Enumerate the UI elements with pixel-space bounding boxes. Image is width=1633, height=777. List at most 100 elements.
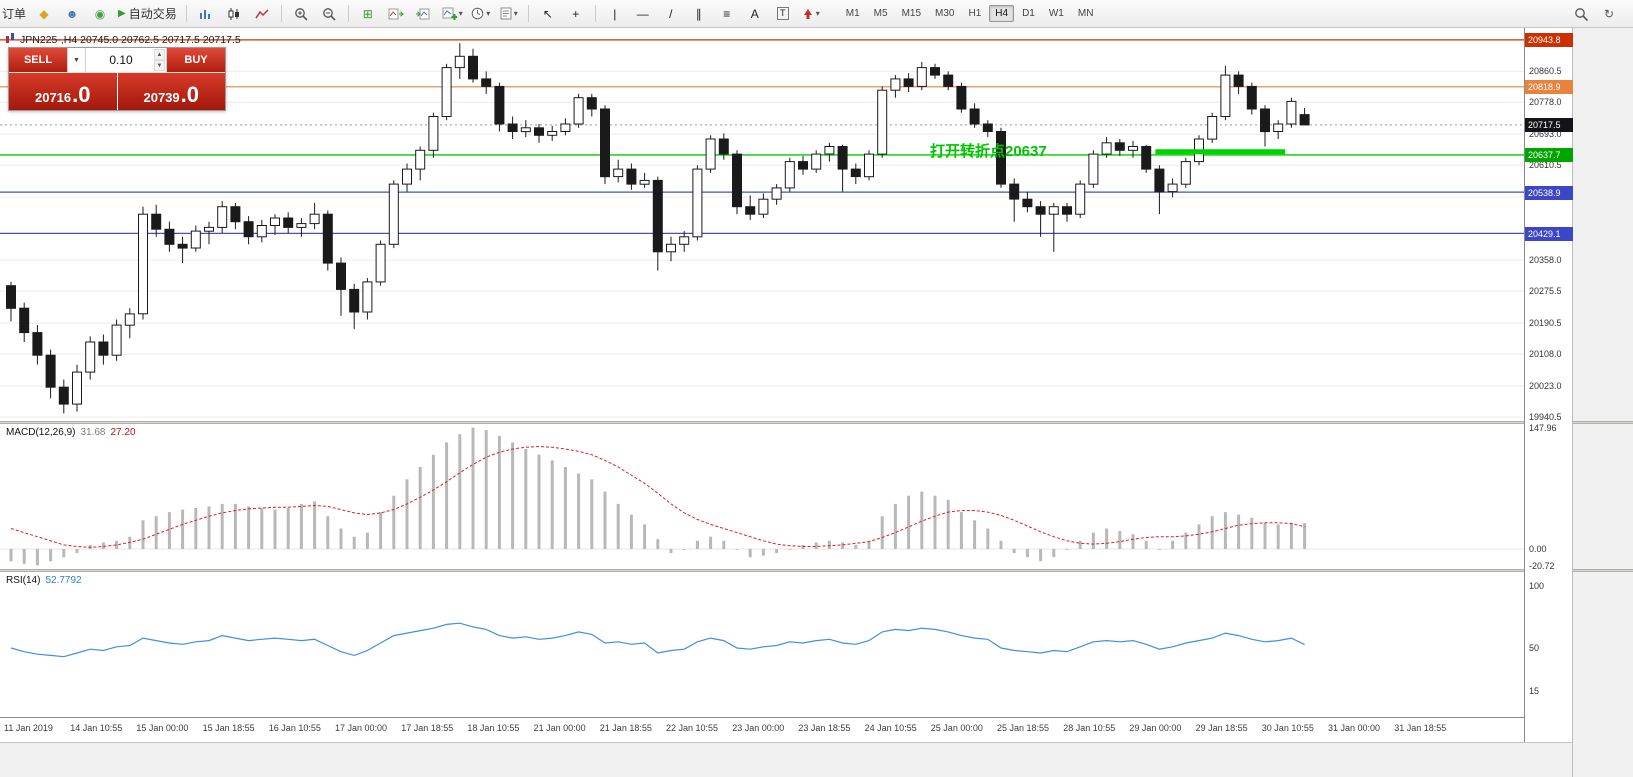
equidistant-channel-icon[interactable]: ∥ xyxy=(695,6,702,21)
toolbar-separator xyxy=(280,5,282,22)
rsi-name: RSI(14) xyxy=(6,575,41,586)
price-badge: 20538.9 xyxy=(1525,185,1573,200)
toolbar-separator xyxy=(527,5,529,22)
time-axis-separator xyxy=(0,717,1572,718)
timeframe-h1[interactable]: H1 xyxy=(968,8,982,19)
trendline-icon[interactable]: / xyxy=(669,6,673,21)
price-tick: 20108.0 xyxy=(1529,349,1562,360)
indicators-button-caret[interactable]: ▾ xyxy=(458,9,463,18)
macd-chart-canvas[interactable] xyxy=(0,424,1524,569)
macd-name: MACD(12,26,9) xyxy=(6,427,76,438)
timeframe-m15[interactable]: M15 xyxy=(901,8,922,19)
time-tick: 21 Jan 18:55 xyxy=(599,723,652,733)
timeframe-h4[interactable]: H4 xyxy=(989,5,1015,22)
volume-field: ▲ ▼ xyxy=(86,48,167,72)
time-tick: 29 Jan 00:00 xyxy=(1129,723,1182,733)
volume-input[interactable] xyxy=(86,48,166,72)
volume-spin-down[interactable]: ▼ xyxy=(154,60,165,71)
time-axis[interactable]: 11 Jan 2019 14 Jan 10:55 15 Jan 00:00 15 Ja… xyxy=(0,718,1524,742)
crosshair-icon[interactable]: + xyxy=(572,6,580,21)
timeframe-m30[interactable]: M30 xyxy=(935,8,955,19)
sell-price-button[interactable]: 20716.0 xyxy=(9,73,117,110)
toolbar-left-group: 订单 ◆ ☻ ◉ ▶ 自动交易 ⊞ ▾ ▾ ▾ ↖ + | — / ∥ ≡ A T ▾ xyxy=(0,3,825,25)
community-icon[interactable]: ☻ xyxy=(65,6,79,21)
zoom-in-icon[interactable] xyxy=(288,3,314,25)
rsi-value: 52.7792 xyxy=(45,575,82,586)
buy-price-button[interactable]: 20739.0 xyxy=(117,73,225,110)
arrows-icon[interactable]: ▾ xyxy=(798,3,824,25)
search-icon[interactable] xyxy=(1568,3,1594,25)
periods-button-caret[interactable]: ▾ xyxy=(486,9,491,18)
mql-market-icon[interactable]: ◆ xyxy=(39,6,49,21)
new-order-button[interactable]: 订单 xyxy=(2,7,27,21)
price-tick: 19940.5 xyxy=(1529,412,1562,423)
arrows-icon-caret[interactable]: ▾ xyxy=(815,9,820,18)
price-pane[interactable]: JPN225-,H4 20745.0 20762.5 20717.5 20717… xyxy=(0,30,1524,421)
refresh-icon[interactable]: ↻ xyxy=(1603,6,1615,21)
price-tick: 20693.0 xyxy=(1529,129,1562,140)
buy-price-main: 20739 xyxy=(143,90,180,105)
price-tick: 20358.0 xyxy=(1529,255,1562,266)
ohlc-info: JPN225-,H4 20745.0 20762.5 20717.5 20717… xyxy=(5,33,241,47)
time-tick: 29 Jan 18:55 xyxy=(1195,723,1248,733)
rsi-chart-canvas[interactable] xyxy=(0,572,1524,717)
templates-button-caret[interactable]: ▾ xyxy=(513,9,518,18)
text-icon[interactable]: A xyxy=(750,6,759,21)
pane-divider[interactable] xyxy=(0,569,1633,572)
macd-label: MACD(12,26,9) 31.68 27.20 xyxy=(6,427,136,438)
price-axis[interactable]: 20860.520778.020693.020610.520525.520358… xyxy=(1524,28,1573,742)
auto-scroll-icon[interactable] xyxy=(383,3,409,25)
buy-button[interactable]: BUY xyxy=(167,48,225,72)
cursor-icon[interactable]: ↖ xyxy=(542,6,553,21)
toolbar-separator xyxy=(347,5,349,22)
timeframe-w1[interactable]: W1 xyxy=(1048,8,1064,19)
time-tick: 16 Jan 10:55 xyxy=(268,723,321,733)
tile-windows-icon[interactable]: ⊞ xyxy=(362,6,373,21)
timeframe-d1[interactable]: D1 xyxy=(1022,8,1035,19)
right-gutter xyxy=(1572,28,1633,777)
price-badge: 20637.7 xyxy=(1525,148,1573,163)
timeframe-m1[interactable]: M1 xyxy=(845,8,860,19)
chart-shift-icon[interactable] xyxy=(411,3,437,25)
price-badge: 20717.5 xyxy=(1525,118,1573,133)
time-tick: 31 Jan 18:55 xyxy=(1394,723,1447,733)
toolbar-separator xyxy=(594,5,596,22)
horizontal-line-icon[interactable]: — xyxy=(636,6,649,21)
autotrading-button[interactable]: ▶ 自动交易 xyxy=(118,7,177,21)
timeframe-m5[interactable]: M5 xyxy=(873,8,888,19)
candlestick-chart-canvas[interactable] xyxy=(0,30,1524,421)
periods-button[interactable]: ▾ xyxy=(468,3,494,25)
time-tick: 21 Jan 00:00 xyxy=(533,723,586,733)
time-tick: 23 Jan 00:00 xyxy=(732,723,785,733)
time-tick: 18 Jan 10:55 xyxy=(467,723,520,733)
toolbar-separator xyxy=(185,5,187,22)
text-label-icon[interactable]: T xyxy=(770,3,796,25)
timeframe-mn[interactable]: MN xyxy=(1077,8,1094,19)
macd-pane[interactable]: MACD(12,26,9) 31.68 27.20 xyxy=(0,424,1524,569)
rsi-pane[interactable]: RSI(14) 52.7792 xyxy=(0,572,1524,717)
volume-spin-up[interactable]: ▲ xyxy=(154,49,165,60)
price-badge: 20818.9 xyxy=(1525,80,1573,95)
zoom-out-icon[interactable] xyxy=(316,3,342,25)
sell-button[interactable]: SELL xyxy=(9,48,67,72)
volume-dropdown-button[interactable]: ▼ xyxy=(67,48,86,72)
price-badge: 20429.1 xyxy=(1525,226,1573,241)
chart-annotation: 打开转折点20637 xyxy=(930,143,1047,160)
macd-axis-tick: -20.72 xyxy=(1529,561,1555,571)
vertical-line-icon[interactable]: | xyxy=(613,6,617,21)
candlestick-chart-icon[interactable] xyxy=(221,3,247,25)
templates-button[interactable]: ▾ xyxy=(496,3,522,25)
sell-price-frac: .0 xyxy=(72,82,91,107)
price-tick: 20778.0 xyxy=(1529,97,1562,108)
pane-divider[interactable] xyxy=(0,421,1633,424)
indicators-button[interactable]: ▾ xyxy=(439,3,466,25)
fibonacci-icon[interactable]: ≡ xyxy=(723,6,731,21)
time-tick: 24 Jan 10:55 xyxy=(864,723,917,733)
sell-price-main: 20716 xyxy=(34,90,72,105)
news-icon[interactable]: ◉ xyxy=(94,6,106,21)
time-tick: 25 Jan 00:00 xyxy=(930,723,983,733)
bar-chart-icon[interactable] xyxy=(193,3,219,25)
line-chart-icon[interactable] xyxy=(249,3,275,25)
price-tick: 20860.5 xyxy=(1529,66,1562,77)
